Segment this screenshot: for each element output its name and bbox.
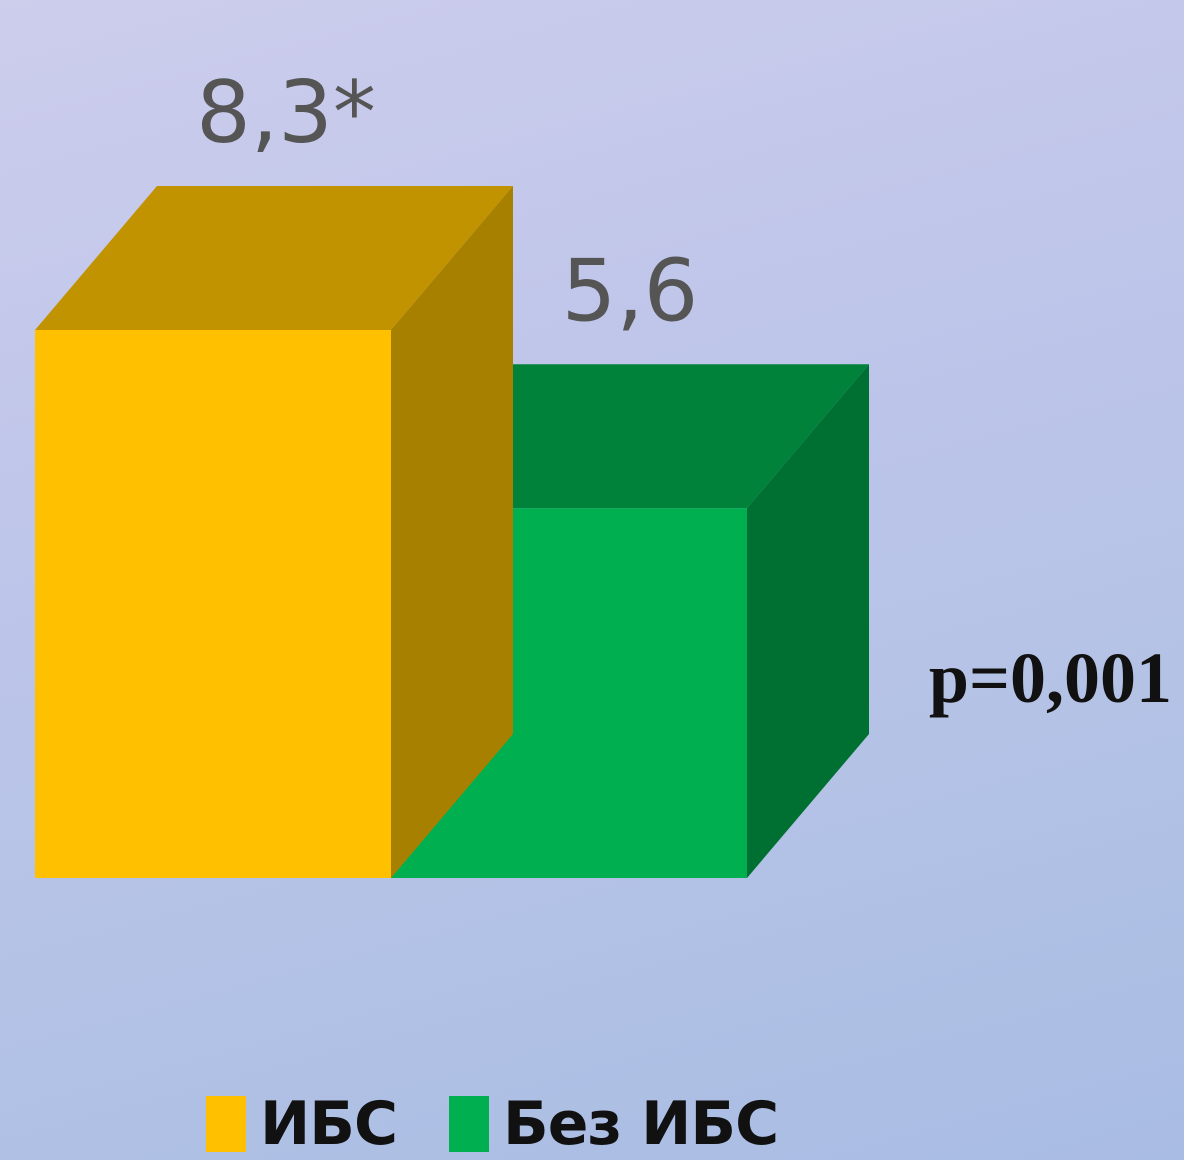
legend-item-ibs: ИБС [206,1089,398,1159]
data-label-no-ibs: 5,6 [562,241,699,341]
bar-side-face-ibs [391,186,513,878]
bar-side-face-no-ibs [747,364,869,879]
legend-label-no-ibs: Без ИБС [502,1089,779,1159]
bar-top-face-ibs [35,186,513,330]
legend-swatch-no-ibs [448,1096,489,1152]
chart-legend: ИБС Без ИБС [206,1088,830,1160]
legend-label-ibs: ИБС [260,1089,398,1159]
legend-item-no-ibs: Без ИБС [448,1089,779,1159]
bars-layer [35,186,869,879]
p-value-annotation: p=0,001 [929,638,1172,718]
data-labels-layer: 5,6 8,3* [196,63,698,341]
bar-front-face-ibs [35,330,391,878]
legend-swatch-ibs [206,1096,246,1152]
data-label-ibs: 8,3* [196,63,376,163]
bar-ibs [35,186,513,878]
